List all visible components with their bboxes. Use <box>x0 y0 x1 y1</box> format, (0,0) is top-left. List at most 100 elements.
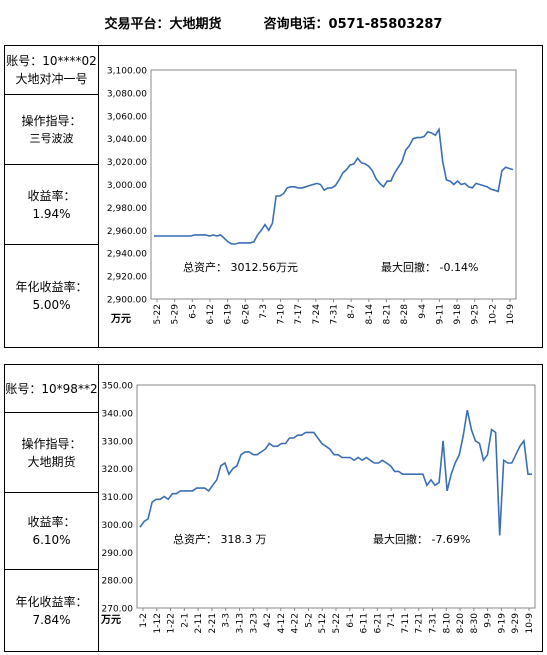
return-value: 1.94% <box>32 206 71 221</box>
unit-label: 万元 <box>110 313 131 325</box>
y-tick-label: 2,900.00 <box>107 296 147 306</box>
x-tick-label: 1-2 <box>139 613 149 628</box>
account-label: 账号：10****02 <box>6 54 97 68</box>
x-tick-label: 2-1 <box>180 613 190 628</box>
account-cell: 账号：10****02 大地对冲一号 <box>5 46 99 95</box>
x-tick-label: 7-1 <box>387 613 397 628</box>
x-tick-label: 7-31 <box>330 304 340 324</box>
guidance-label: 操作指导： <box>21 113 82 128</box>
platform-title: 交易平台：大地期货 <box>104 16 222 32</box>
x-tick-label: 8-28 <box>400 304 410 325</box>
y-tick-label: 340.00 <box>102 409 134 419</box>
total-assets-label: 总资产： 318.3 万 <box>173 532 266 546</box>
y-tick-label: 3,060.00 <box>107 112 147 122</box>
page-header: 交易平台：大地期货 咨询电话：0571-85803287 <box>0 0 547 44</box>
max-drawdown-label: 最大回撤： -7.69% <box>373 532 470 546</box>
x-tick-label: 9-18 <box>453 304 463 325</box>
x-tick-label: 6-5 <box>188 304 198 319</box>
return-cell: 收益率： 1.94% <box>5 165 99 245</box>
annual-return-value: 5.00% <box>32 298 71 312</box>
x-tick-label: 8-10 <box>442 613 452 634</box>
guidance-cell: 操作指导： 大地期货 <box>5 413 99 493</box>
x-tick-label: 9-19 <box>497 613 507 634</box>
y-tick-label: 310.00 <box>102 493 134 503</box>
equity-line <box>154 127 514 245</box>
x-tick-label: 8-30 <box>470 613 480 634</box>
return-value: 6.10% <box>32 533 71 547</box>
equity-chart-1: 3,100.00 3,080.00 3,060.00 3,040.00 3,020.00… <box>107 67 517 325</box>
guidance-label: 操作指导： <box>21 436 82 451</box>
total-assets-label: 总资产： 3012.56万元 <box>183 260 298 274</box>
x-tick-label: 9-25 <box>471 304 481 324</box>
x-tick-label: 7-31 <box>429 613 439 633</box>
max-drawdown-label: 最大回撤： -0.14% <box>381 260 478 274</box>
guidance-value: 大地期货 <box>27 454 76 469</box>
x-tick-label: 6-19 <box>224 304 234 325</box>
y-tick-label: 3,100.00 <box>107 67 147 77</box>
x-tick-label: 8-14 <box>365 304 375 325</box>
phone-info: 咨询电话：0571-85803287 <box>263 16 443 32</box>
x-tick-label: 3-3 <box>222 613 232 628</box>
y-tick-label: 290.00 <box>102 549 134 559</box>
guidance-cell: 操作指导： 三号波波 <box>5 95 99 165</box>
return-cell: 收益率： 6.10% <box>5 493 99 570</box>
x-tick-label: 4-22 <box>291 613 301 633</box>
y-tick-label: 3,080.00 <box>107 89 147 99</box>
x-tick-label: 7-17 <box>294 304 304 324</box>
return-label: 收益率： <box>27 188 76 203</box>
account-panel-1: 账号：10****02 大地对冲一号 操作指导： 三号波波 收益率： 1.94%… <box>4 45 543 348</box>
guidance-value: 三号波波 <box>29 131 74 145</box>
x-tick-label: 7-21 <box>415 613 425 633</box>
y-tick-label: 3,040.00 <box>107 135 147 145</box>
equity-chart-2: 350.00 340.00 330.00 320.00 310.00 300.00 290.… <box>100 382 536 634</box>
x-tick-label: 2-21 <box>208 613 218 633</box>
y-tick-label: 320.00 <box>102 465 134 475</box>
x-tick-label: 1-12 <box>153 613 163 633</box>
y-tick-label: 2,980.00 <box>107 204 147 214</box>
x-tick-label: 4-12 <box>277 613 287 633</box>
x-tick-label: 4-2 <box>263 613 273 628</box>
plot-frame <box>136 384 536 609</box>
y-tick-label: 2,920.00 <box>107 273 147 283</box>
annual-return-label: 年化收益率： <box>15 594 88 609</box>
annual-return-cell: 年化收益率： 7.84% <box>5 570 99 651</box>
y-tick-label: 280.00 <box>102 577 134 587</box>
chart-area-2: 350.00 340.00 330.00 320.00 310.00 300.00 290.… <box>99 365 542 651</box>
unit-label: 万元 <box>100 614 121 626</box>
y-tick-label: 270.00 <box>102 605 134 615</box>
x-tick-label: 3-13 <box>236 613 246 633</box>
x-tick-label: 9-11 <box>435 304 445 324</box>
x-tick-label: 6-12 <box>206 304 216 324</box>
y-tick-label: 3,000.00 <box>107 181 147 191</box>
x-tick-label: 8-21 <box>382 304 392 324</box>
equity-line <box>139 409 532 536</box>
x-tick-label: 7-24 <box>312 304 322 325</box>
y-tick-label: 3,020.00 <box>107 158 147 168</box>
x-tick-label: 3-23 <box>249 613 259 633</box>
x-tick-label: 7-11 <box>401 613 411 633</box>
x-tick-label: 10-9 <box>506 304 516 325</box>
account-cell: 账号：10*98**2 <box>5 365 99 413</box>
x-tick-label: 8-7 <box>347 304 357 319</box>
account-name: 大地对冲一号 <box>15 72 88 86</box>
x-tick-label: 6-11 <box>360 613 370 633</box>
x-tick-label: 6-21 <box>373 613 383 633</box>
x-tick-label: 6-26 <box>241 304 251 325</box>
x-tick-label: 5-22 <box>153 304 163 324</box>
account-panel-2: 账号：10*98**2 操作指导： 大地期货 收益率： 6.10% 年化收益率：… <box>4 364 543 652</box>
x-tick-label: 5-2 <box>304 613 314 628</box>
y-tick-label: 300.00 <box>102 521 134 531</box>
x-tick-label: 5-12 <box>318 613 328 633</box>
chart-area-1: 3,100.00 3,080.00 3,060.00 3,040.00 3,020.00… <box>99 46 542 347</box>
x-tick-label: 2-11 <box>194 613 204 633</box>
x-tick-label: 9-4 <box>418 304 428 319</box>
x-tick-label: 8-20 <box>456 613 466 634</box>
x-tick-label: 5-22 <box>332 613 342 633</box>
annual-return-label: 年化收益率： <box>15 280 88 294</box>
y-tick-label: 350.00 <box>102 382 134 392</box>
x-tick-label: 10-9 <box>525 613 535 634</box>
annual-return-cell: 年化收益率： 5.00% <box>5 245 99 347</box>
x-tick-label: 7-10 <box>277 304 287 325</box>
y-tick-label: 2,940.00 <box>107 250 147 260</box>
x-tick-label: 9-9 <box>484 613 494 628</box>
